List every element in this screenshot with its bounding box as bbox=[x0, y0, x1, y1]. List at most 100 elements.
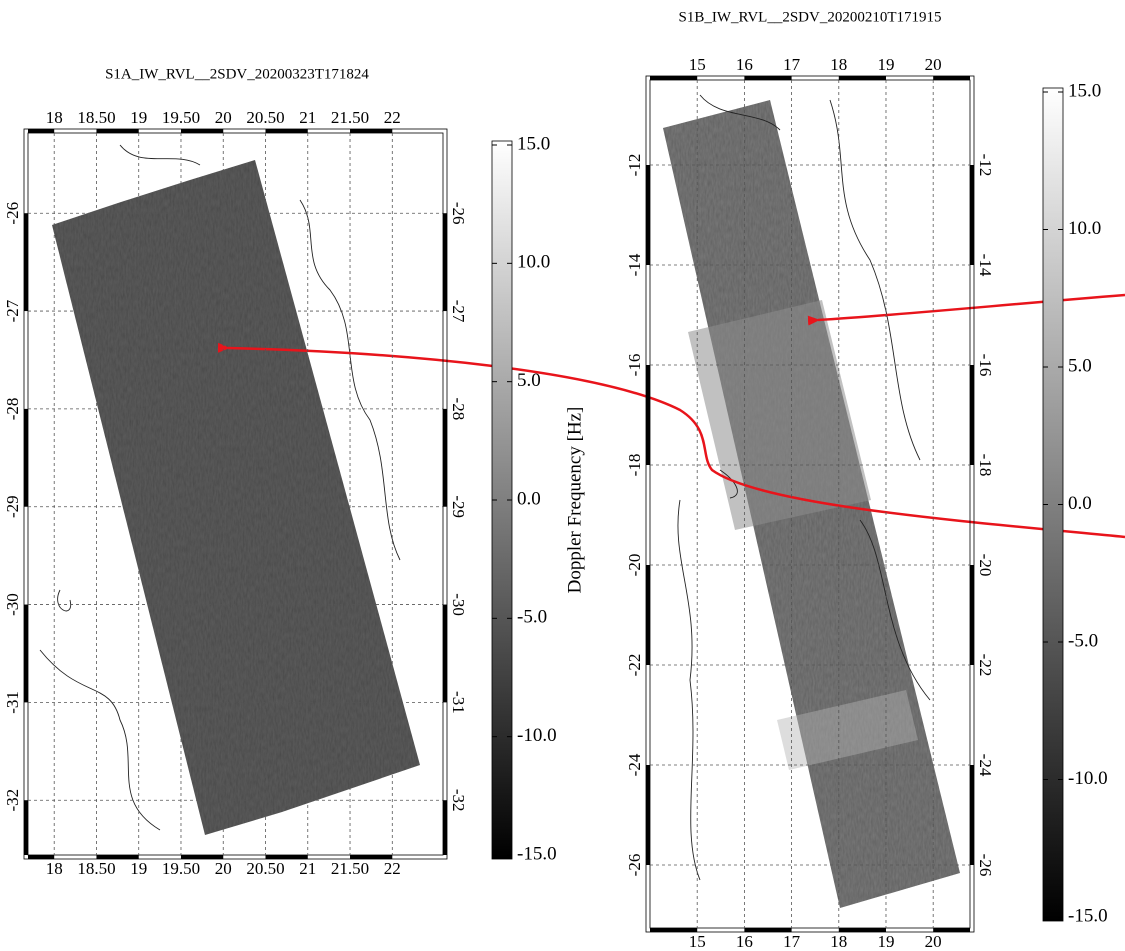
colorbar-tick-label: -10.0 bbox=[1068, 768, 1108, 789]
x-tick-label: 19 bbox=[877, 932, 894, 951]
x-tick-label: 19 bbox=[130, 859, 147, 878]
y-tick-label: -26 bbox=[449, 202, 468, 225]
y-tick-label: -24 bbox=[625, 753, 644, 776]
frame-bar bbox=[96, 129, 138, 133]
colorbar-tick-label: 10.0 bbox=[1068, 218, 1101, 239]
x-tick-label: 18.50 bbox=[77, 859, 115, 878]
y-tick-label: -12 bbox=[625, 154, 644, 177]
y-tick-label: -18 bbox=[625, 454, 644, 477]
x-tick-label: 18 bbox=[46, 859, 63, 878]
colorbar-tick-label: -15.0 bbox=[1068, 905, 1108, 926]
y-tick-label: -29 bbox=[3, 495, 22, 518]
frame-bar bbox=[970, 765, 974, 865]
colorbar-tick-label: -10.0 bbox=[517, 725, 557, 746]
x-tick-label: 15 bbox=[689, 55, 706, 74]
annotation-arrows bbox=[228, 295, 1125, 537]
frame-bar bbox=[443, 213, 447, 311]
y-tick-label: -26 bbox=[976, 854, 995, 877]
x-tick-label: 20.50 bbox=[246, 859, 284, 878]
y-tick-label: -12 bbox=[976, 154, 995, 177]
y-tick-label: -31 bbox=[449, 691, 468, 714]
frame-bar bbox=[646, 165, 650, 265]
y-tick-label: -20 bbox=[976, 554, 995, 577]
panel-title: S1A_IW_RVL__2SDV_20200323T171824 bbox=[105, 66, 369, 82]
y-tick-label: -27 bbox=[449, 300, 468, 323]
x-tick-label: 17 bbox=[783, 932, 801, 951]
frame-bar bbox=[443, 409, 447, 507]
colorbar-tick-label: 15.0 bbox=[517, 133, 550, 154]
y-tick-label: -22 bbox=[976, 654, 995, 677]
y-tick-label: -14 bbox=[625, 253, 644, 276]
x-tick-label: 17 bbox=[783, 55, 801, 74]
y-tick-label: -20 bbox=[625, 554, 644, 577]
x-tick-label: 20 bbox=[215, 859, 232, 878]
x-tick-label: 16 bbox=[736, 932, 753, 951]
arrow bbox=[228, 348, 1125, 537]
frame-bar bbox=[646, 565, 650, 665]
colorbar-tick-label: -15.0 bbox=[517, 843, 557, 864]
y-tick-label: -16 bbox=[976, 354, 995, 377]
frame-bar bbox=[24, 409, 28, 507]
colorbar-tick-label: 5.0 bbox=[1068, 355, 1092, 376]
frame-bar bbox=[266, 129, 308, 133]
figure: S1A_IW_RVL__2SDV_20200323T171824 18 18 18.5… bbox=[0, 0, 1125, 951]
x-tick-label: 16 bbox=[736, 55, 753, 74]
y-tick-label: -29 bbox=[449, 495, 468, 518]
x-tick-label: 19 bbox=[877, 55, 894, 74]
x-tick-label: 18 bbox=[830, 55, 847, 74]
frame-bar bbox=[443, 605, 447, 703]
y-tick-label: -28 bbox=[449, 398, 468, 421]
y-tick-label: -26 bbox=[3, 202, 22, 225]
y-tick-label: -30 bbox=[3, 593, 22, 616]
x-tick-label: 20 bbox=[925, 932, 942, 951]
y-tick-label: -18 bbox=[976, 454, 995, 477]
colorbar-tick-label: -5.0 bbox=[1068, 630, 1098, 651]
y-tick-label: -14 bbox=[976, 254, 995, 277]
frame-bar bbox=[933, 76, 970, 80]
y-tick-label: -24 bbox=[976, 754, 995, 777]
frame-bar bbox=[181, 129, 223, 133]
frame-bar bbox=[443, 800, 447, 855]
frame-bar bbox=[24, 800, 28, 855]
frame-bar bbox=[646, 765, 650, 865]
swath-image bbox=[52, 160, 420, 835]
frame-bar bbox=[646, 365, 650, 465]
frame-bar bbox=[744, 76, 791, 80]
frame-bar bbox=[970, 365, 974, 465]
x-tick-label: 19.50 bbox=[162, 108, 200, 127]
colorbar-label: Doppler Frequency [Hz] bbox=[564, 407, 585, 594]
frame-bar bbox=[350, 129, 392, 133]
x-tick-label: 21 bbox=[299, 859, 316, 878]
y-tick-label: -22 bbox=[625, 654, 644, 677]
x-tick-label: 20 bbox=[925, 55, 942, 74]
x-tick-label: 18 bbox=[830, 932, 847, 951]
y-tick-label: -30 bbox=[449, 593, 468, 616]
frame-bar bbox=[839, 76, 886, 80]
x-tick-label: 21 bbox=[299, 108, 316, 127]
y-tick-label: -27 bbox=[3, 299, 22, 322]
frame-bar bbox=[650, 76, 697, 80]
x-tick-label: 21.50 bbox=[331, 108, 369, 127]
panel-title: S1B_IW_RVL__2SDV_20200210T171915 bbox=[679, 9, 942, 25]
frame-bar bbox=[28, 129, 54, 133]
x-tick-label: 18.50 bbox=[77, 108, 115, 127]
y-tick-label: -32 bbox=[449, 789, 468, 812]
x-tick-label: 20 bbox=[215, 108, 232, 127]
frame-bar bbox=[970, 565, 974, 665]
x-tick-label: 18 bbox=[46, 108, 63, 127]
colorbar-tick-label: 0.0 bbox=[517, 488, 541, 509]
y-tick-label: -16 bbox=[625, 354, 644, 377]
x-tick-label: 19.50 bbox=[162, 859, 200, 878]
colorbar-tick-label: -5.0 bbox=[517, 607, 547, 628]
colorbar-tick-label: 5.0 bbox=[517, 370, 541, 391]
x-tick-label: 20.50 bbox=[246, 108, 284, 127]
x-tick-label: 22 bbox=[384, 108, 401, 127]
colorbar-tick-label: 0.0 bbox=[1068, 493, 1092, 514]
y-tick-label: -26 bbox=[625, 854, 644, 877]
x-tick-label: 21.50 bbox=[331, 859, 369, 878]
frame-bar bbox=[970, 165, 974, 265]
y-tick-label: -32 bbox=[3, 789, 22, 812]
frame-bar bbox=[24, 213, 28, 311]
x-tick-label: 22 bbox=[384, 859, 401, 878]
frame-bar bbox=[24, 605, 28, 703]
